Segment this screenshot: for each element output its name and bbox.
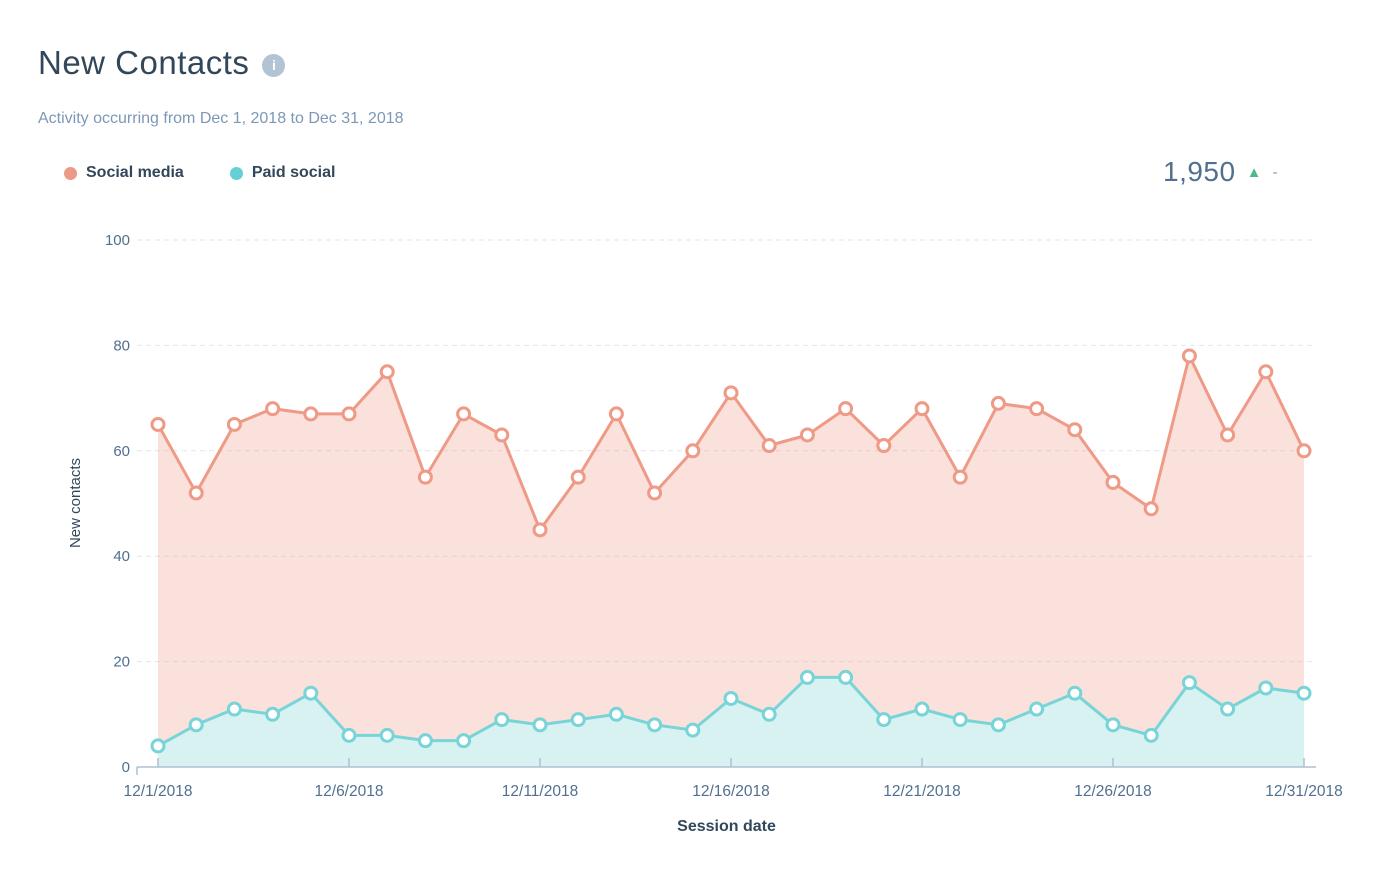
data-point-1-12/13/2018[interactable] — [608, 706, 624, 722]
data-point-1-12/25/2018[interactable] — [1067, 685, 1083, 701]
data-point-1-12/31/2018[interactable] — [1296, 685, 1312, 701]
x-axis-title: Session date — [677, 818, 776, 835]
y-axis-title: New contacts — [67, 458, 84, 548]
data-point-0-12/11/2018[interactable] — [532, 522, 548, 538]
chart-legend: Social media Paid social — [64, 164, 335, 182]
x-tick-label: 12/26/2018 — [1074, 783, 1152, 800]
x-tick-label: 12/11/2018 — [502, 783, 578, 800]
data-point-1-12/7/2018[interactable] — [379, 727, 395, 743]
data-point-1-12/14/2018[interactable] — [647, 717, 663, 733]
y-tick-label: 80 — [113, 337, 130, 354]
legend-dot-social-media — [64, 166, 77, 180]
data-point-0-12/2/2018[interactable] — [188, 485, 204, 501]
data-point-0-12/26/2018[interactable] — [1105, 474, 1121, 490]
data-point-1-12/27/2018[interactable] — [1143, 727, 1159, 743]
data-point-1-12/17/2018[interactable] — [761, 706, 777, 722]
data-point-0-12/24/2018[interactable] — [1029, 401, 1045, 417]
data-point-0-12/4/2018[interactable] — [265, 401, 281, 417]
total-metric: 1,950 ▲ - — [1163, 156, 1277, 188]
data-point-1-12/2/2018[interactable] — [188, 717, 204, 733]
trend-delta: - — [1272, 163, 1278, 181]
data-point-1-12/8/2018[interactable] — [417, 733, 433, 749]
series-area-1 — [158, 677, 1304, 767]
data-point-1-12/16/2018[interactable] — [723, 690, 739, 706]
data-point-0-12/19/2018[interactable] — [838, 401, 854, 417]
data-point-1-12/21/2018[interactable] — [914, 701, 930, 717]
data-point-1-12/23/2018[interactable] — [990, 717, 1006, 733]
data-point-1-12/1/2018[interactable] — [150, 738, 166, 754]
data-point-0-12/28/2018[interactable] — [1181, 348, 1197, 364]
total-value: 1,950 — [1163, 156, 1236, 187]
data-point-1-12/26/2018[interactable] — [1105, 717, 1121, 733]
data-point-0-12/20/2018[interactable] — [876, 438, 892, 454]
data-point-1-12/9/2018[interactable] — [456, 733, 472, 749]
data-point-1-12/4/2018[interactable] — [265, 706, 281, 722]
data-point-0-12/10/2018[interactable] — [494, 427, 510, 443]
report-header: New Contacts i — [38, 44, 286, 82]
info-icon[interactable]: i — [262, 53, 286, 77]
data-point-0-12/8/2018[interactable] — [417, 469, 433, 485]
data-point-1-12/19/2018[interactable] — [838, 669, 854, 685]
data-point-1-12/24/2018[interactable] — [1029, 701, 1045, 717]
data-point-0-12/18/2018[interactable] — [799, 427, 815, 443]
page-title: New Contacts — [38, 44, 250, 81]
data-point-0-12/27/2018[interactable] — [1143, 501, 1159, 517]
x-tick-label: 12/21/2018 — [883, 783, 961, 800]
legend-label-social-media: Social media — [86, 164, 184, 181]
data-point-0-12/1/2018[interactable] — [150, 416, 166, 432]
data-point-0-12/15/2018[interactable] — [685, 443, 701, 459]
data-point-1-12/15/2018[interactable] — [685, 722, 701, 738]
data-point-0-12/23/2018[interactable] — [990, 395, 1006, 411]
series-area-0 — [158, 355, 1304, 767]
data-point-0-12/31/2018[interactable] — [1296, 443, 1312, 459]
data-point-1-12/6/2018[interactable] — [341, 727, 357, 743]
data-point-0-12/29/2018[interactable] — [1220, 427, 1236, 443]
y-tick-label: 20 — [113, 654, 130, 671]
data-point-0-12/9/2018[interactable] — [456, 406, 472, 422]
data-point-1-12/30/2018[interactable] — [1258, 680, 1274, 696]
date-range-subtitle: Activity occurring from Dec 1, 2018 to D… — [38, 110, 404, 127]
data-point-0-12/3/2018[interactable] — [226, 416, 242, 432]
data-point-0-12/16/2018[interactable] — [723, 385, 739, 401]
y-tick-label: 60 — [113, 443, 130, 460]
legend-item-paid-social[interactable]: Paid social — [229, 164, 336, 182]
data-point-1-12/5/2018[interactable] — [303, 685, 319, 701]
x-tick-label: 12/31/2018 — [1265, 783, 1343, 800]
data-point-1-12/11/2018[interactable] — [532, 717, 548, 733]
data-point-0-12/12/2018[interactable] — [570, 469, 586, 485]
data-point-1-12/29/2018[interactable] — [1220, 701, 1236, 717]
data-point-1-12/20/2018[interactable] — [876, 712, 892, 728]
data-point-0-12/21/2018[interactable] — [914, 401, 930, 417]
trend-up-icon: ▲ — [1246, 163, 1262, 181]
data-point-0-12/7/2018[interactable] — [379, 364, 395, 380]
y-tick-label: 100 — [105, 232, 130, 249]
data-point-0-12/22/2018[interactable] — [952, 469, 968, 485]
legend-item-social-media[interactable]: Social media — [64, 164, 184, 182]
data-point-1-12/28/2018[interactable] — [1181, 675, 1197, 691]
data-point-1-12/3/2018[interactable] — [226, 701, 242, 717]
y-tick-label: 40 — [113, 548, 130, 565]
x-tick-label: 12/1/2018 — [124, 783, 193, 800]
data-point-1-12/10/2018[interactable] — [494, 712, 510, 728]
data-point-1-12/18/2018[interactable] — [799, 669, 815, 685]
data-point-0-12/25/2018[interactable] — [1067, 422, 1083, 438]
data-point-0-12/17/2018[interactable] — [761, 438, 777, 454]
data-point-0-12/6/2018[interactable] — [341, 406, 357, 422]
data-point-0-12/13/2018[interactable] — [608, 406, 624, 422]
y-tick-label: 0 — [122, 759, 130, 776]
x-tick-label: 12/6/2018 — [315, 783, 384, 800]
data-point-1-12/12/2018[interactable] — [570, 712, 586, 728]
legend-dot-paid-social — [229, 166, 243, 180]
data-point-0-12/14/2018[interactable] — [647, 485, 663, 501]
legend-label-paid-social: Paid social — [251, 164, 336, 181]
data-point-1-12/22/2018[interactable] — [952, 712, 968, 728]
data-point-0-12/30/2018[interactable] — [1258, 364, 1274, 380]
x-tick-label: 12/16/2018 — [692, 783, 770, 800]
data-point-0-12/5/2018[interactable] — [303, 406, 319, 422]
